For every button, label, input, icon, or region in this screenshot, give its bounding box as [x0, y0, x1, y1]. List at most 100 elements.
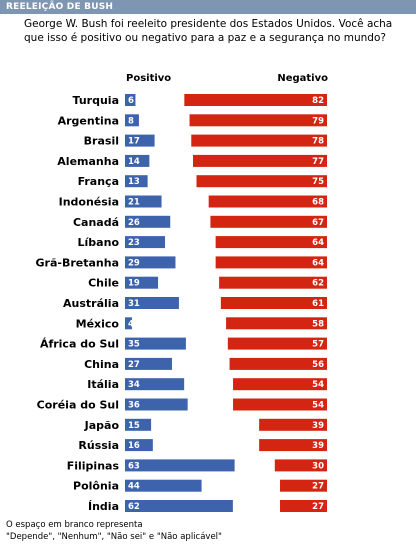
category-label: Polônia [73, 480, 119, 493]
negative-bar [259, 439, 327, 452]
category-label: China [84, 358, 119, 371]
category-label: Grã-Bretanha [36, 256, 119, 269]
negative-value-label: 27 [312, 482, 324, 492]
positive-bar [125, 398, 188, 411]
negative-value-label: 30 [312, 461, 324, 471]
positive-bar [125, 479, 202, 492]
positive-bar [125, 297, 179, 309]
negative-value-label: 79 [312, 116, 324, 126]
negative-bar [233, 378, 327, 391]
positive-value-label: 4 [128, 319, 134, 329]
category-label: Chile [88, 277, 119, 290]
negative-value-label: 67 [312, 218, 324, 228]
footnote-line-2: "Depende", "Nenhum", "Não sei" e "Não ap… [6, 532, 222, 542]
negative-bar [274, 459, 327, 472]
positive-value-label: 14 [128, 157, 140, 167]
negative-value-label: 82 [312, 96, 324, 106]
positive-value-label: 6 [128, 96, 134, 106]
positive-bar [125, 357, 172, 370]
positive-bar [125, 378, 185, 391]
category-label: Brasil [84, 135, 119, 148]
positive-bar [125, 154, 150, 167]
positive-value-label: 35 [128, 340, 140, 350]
negative-bar [226, 317, 327, 330]
positive-bar [125, 215, 171, 228]
positive-bar [125, 195, 162, 208]
positive-value-label: 21 [128, 198, 140, 208]
negative-value-label: 54 [312, 401, 324, 411]
positive-value-label: 17 [128, 137, 140, 147]
negative-value-label: 27 [312, 502, 324, 512]
negative-bar [280, 500, 327, 512]
positive-value-label: 23 [128, 238, 140, 248]
negative-value-label: 75 [312, 177, 324, 187]
negative-value-label: 39 [312, 421, 324, 431]
positive-value-label: 31 [128, 299, 140, 309]
positive-value-label: 16 [128, 441, 140, 451]
negative-bar [227, 337, 327, 350]
positive-value-label: 29 [128, 258, 140, 268]
category-label: França [78, 175, 119, 188]
positive-value-label: 62 [128, 502, 140, 512]
category-label: Japão [84, 419, 120, 432]
category-label: Alemanha [57, 155, 119, 168]
positive-bar [125, 439, 153, 452]
category-label: Canadá [73, 216, 119, 229]
category-label: Líbano [78, 236, 120, 249]
negative-bar [229, 357, 327, 370]
positive-bar [125, 175, 148, 188]
negative-bar [220, 297, 327, 309]
negative-value-label: 58 [312, 319, 324, 329]
positive-bar [125, 337, 186, 350]
negative-bar [191, 134, 327, 147]
positive-bar [125, 418, 152, 431]
category-label: Filipinas [67, 459, 120, 472]
negative-value-label: 62 [312, 279, 324, 289]
negative-value-label: 64 [312, 258, 324, 268]
negative-value-label: 54 [312, 380, 324, 390]
negative-bar [189, 114, 327, 127]
positive-value-label: 27 [128, 360, 140, 370]
question-text: George W. Bush foi reeleito presidente d… [24, 18, 393, 44]
positive-bar [125, 236, 166, 249]
category-label: Argentina [58, 114, 119, 127]
positive-bar [125, 459, 235, 472]
negative-bar [219, 276, 327, 289]
category-label: Turquia [73, 94, 119, 107]
positive-bar [125, 500, 233, 512]
category-label: Itália [87, 378, 119, 391]
positive-value-label: 13 [128, 177, 140, 187]
header-title: REELEIÇÃO DE BUSH [0, 0, 416, 14]
positive-value-label: 19 [128, 279, 140, 289]
positive-bar [125, 134, 155, 147]
positive-value-label: 8 [128, 116, 134, 126]
positive-bar [125, 317, 132, 330]
negative-value-label: 39 [312, 441, 324, 451]
category-label: Rússia [78, 439, 119, 452]
legend-positive: Positivo [126, 73, 172, 84]
negative-value-label: 64 [312, 238, 324, 248]
category-label: Indonésia [59, 196, 119, 209]
negative-bar [280, 479, 327, 492]
positive-value-label: 15 [128, 421, 140, 431]
category-label: Coréia do Sul [37, 399, 119, 412]
positive-value-label: 34 [128, 380, 140, 390]
positive-value-label: 63 [128, 461, 140, 471]
negative-bar [196, 175, 327, 188]
negative-bar [215, 236, 327, 249]
negative-value-label: 56 [312, 360, 324, 370]
footnote-line-1: O espaço em branco representa [6, 520, 143, 530]
negative-bar [215, 256, 327, 269]
negative-bar [210, 215, 327, 228]
category-label: México [76, 317, 120, 330]
negative-value-label: 77 [312, 157, 324, 167]
positive-bar [125, 94, 136, 106]
negative-bar [208, 195, 327, 208]
negative-bar [233, 398, 327, 411]
negative-bar [184, 94, 327, 106]
legend-negative: Negativo [277, 73, 328, 84]
category-label: África do Sul [40, 338, 119, 351]
negative-bar [259, 418, 327, 431]
